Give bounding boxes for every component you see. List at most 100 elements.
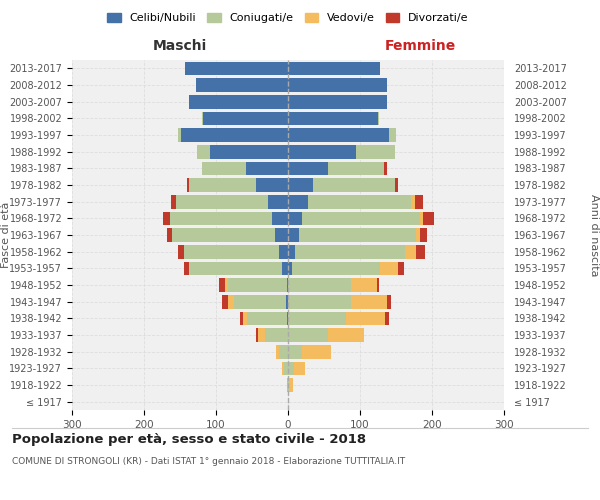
Bar (416, 228, 420, 242)
Bar (190, 262, 282, 275)
Bar (288, 195, 308, 208)
Bar (288, 162, 328, 175)
Bar (406, 245, 416, 258)
Bar (282, 262, 288, 275)
Bar (187, 178, 190, 192)
Bar (286, 295, 288, 308)
Bar (302, 345, 331, 358)
Bar (288, 378, 289, 392)
Bar (308, 195, 411, 208)
Bar (288, 312, 346, 325)
Bar (275, 228, 288, 242)
Bar (288, 278, 352, 292)
Bar (227, 278, 287, 292)
Bar (288, 112, 378, 125)
Bar (181, 128, 288, 142)
Bar (420, 212, 424, 225)
Bar (202, 112, 203, 125)
Bar (395, 178, 398, 192)
Bar (288, 345, 302, 358)
Bar (288, 328, 328, 342)
Bar (219, 278, 224, 292)
Bar (288, 228, 299, 242)
Bar (170, 195, 176, 208)
Bar (188, 95, 288, 108)
Bar (356, 145, 395, 158)
Bar (196, 78, 288, 92)
Bar (190, 178, 256, 192)
Bar (163, 212, 170, 225)
Bar (288, 62, 380, 75)
Bar (188, 262, 190, 275)
Bar (328, 328, 364, 342)
Bar (415, 195, 424, 208)
Bar (288, 212, 302, 225)
Bar (287, 312, 288, 325)
Bar (284, 362, 288, 375)
Bar (380, 262, 398, 275)
Bar (197, 145, 210, 158)
Bar (389, 128, 396, 142)
Bar (246, 162, 288, 175)
Bar (268, 195, 288, 208)
Text: Maschi: Maschi (153, 38, 207, 52)
Bar (294, 362, 305, 375)
Bar (178, 245, 184, 258)
Bar (384, 162, 388, 175)
Bar (258, 328, 265, 342)
Bar (288, 295, 352, 308)
Bar (240, 312, 244, 325)
Bar (282, 362, 284, 375)
Bar (398, 262, 404, 275)
Bar (287, 378, 288, 392)
Bar (388, 295, 391, 308)
Bar (170, 212, 272, 225)
Bar (424, 212, 434, 225)
Bar (224, 278, 227, 292)
Bar (265, 328, 288, 342)
Bar (411, 195, 415, 208)
Bar (202, 162, 246, 175)
Bar (352, 278, 377, 292)
Bar (256, 178, 288, 192)
Bar (176, 195, 268, 208)
Text: Anni di nascita: Anni di nascita (589, 194, 599, 276)
Bar (288, 178, 313, 192)
Bar (288, 145, 356, 158)
Bar (203, 112, 288, 125)
Bar (228, 295, 234, 308)
Bar (276, 345, 280, 358)
Bar (295, 245, 406, 258)
Bar (223, 295, 228, 308)
Bar (420, 228, 427, 242)
Bar (280, 245, 288, 258)
Bar (184, 262, 188, 275)
Bar (292, 262, 380, 275)
Bar (178, 128, 181, 142)
Bar (288, 78, 388, 92)
Bar (302, 212, 420, 225)
Bar (167, 228, 172, 242)
Bar (313, 178, 395, 192)
Text: Femmine: Femmine (385, 38, 455, 52)
Bar (346, 312, 385, 325)
Bar (288, 128, 389, 142)
Text: Popolazione per età, sesso e stato civile - 2018: Popolazione per età, sesso e stato civil… (12, 432, 366, 446)
Bar (288, 262, 292, 275)
Bar (385, 312, 389, 325)
Legend: Celibi/Nubili, Coniugati/e, Vedovi/e, Divorzati/e: Celibi/Nubili, Coniugati/e, Vedovi/e, Di… (103, 8, 473, 28)
Bar (256, 328, 258, 342)
Bar (172, 228, 275, 242)
Bar (288, 245, 295, 258)
Bar (289, 378, 293, 392)
Bar (299, 228, 416, 242)
Bar (247, 312, 287, 325)
Bar (244, 312, 247, 325)
Bar (287, 278, 288, 292)
Bar (378, 112, 379, 125)
Bar (377, 278, 379, 292)
Bar (184, 245, 280, 258)
Text: Fasce di età: Fasce di età (1, 202, 11, 268)
Bar (185, 62, 288, 75)
Bar (352, 295, 388, 308)
